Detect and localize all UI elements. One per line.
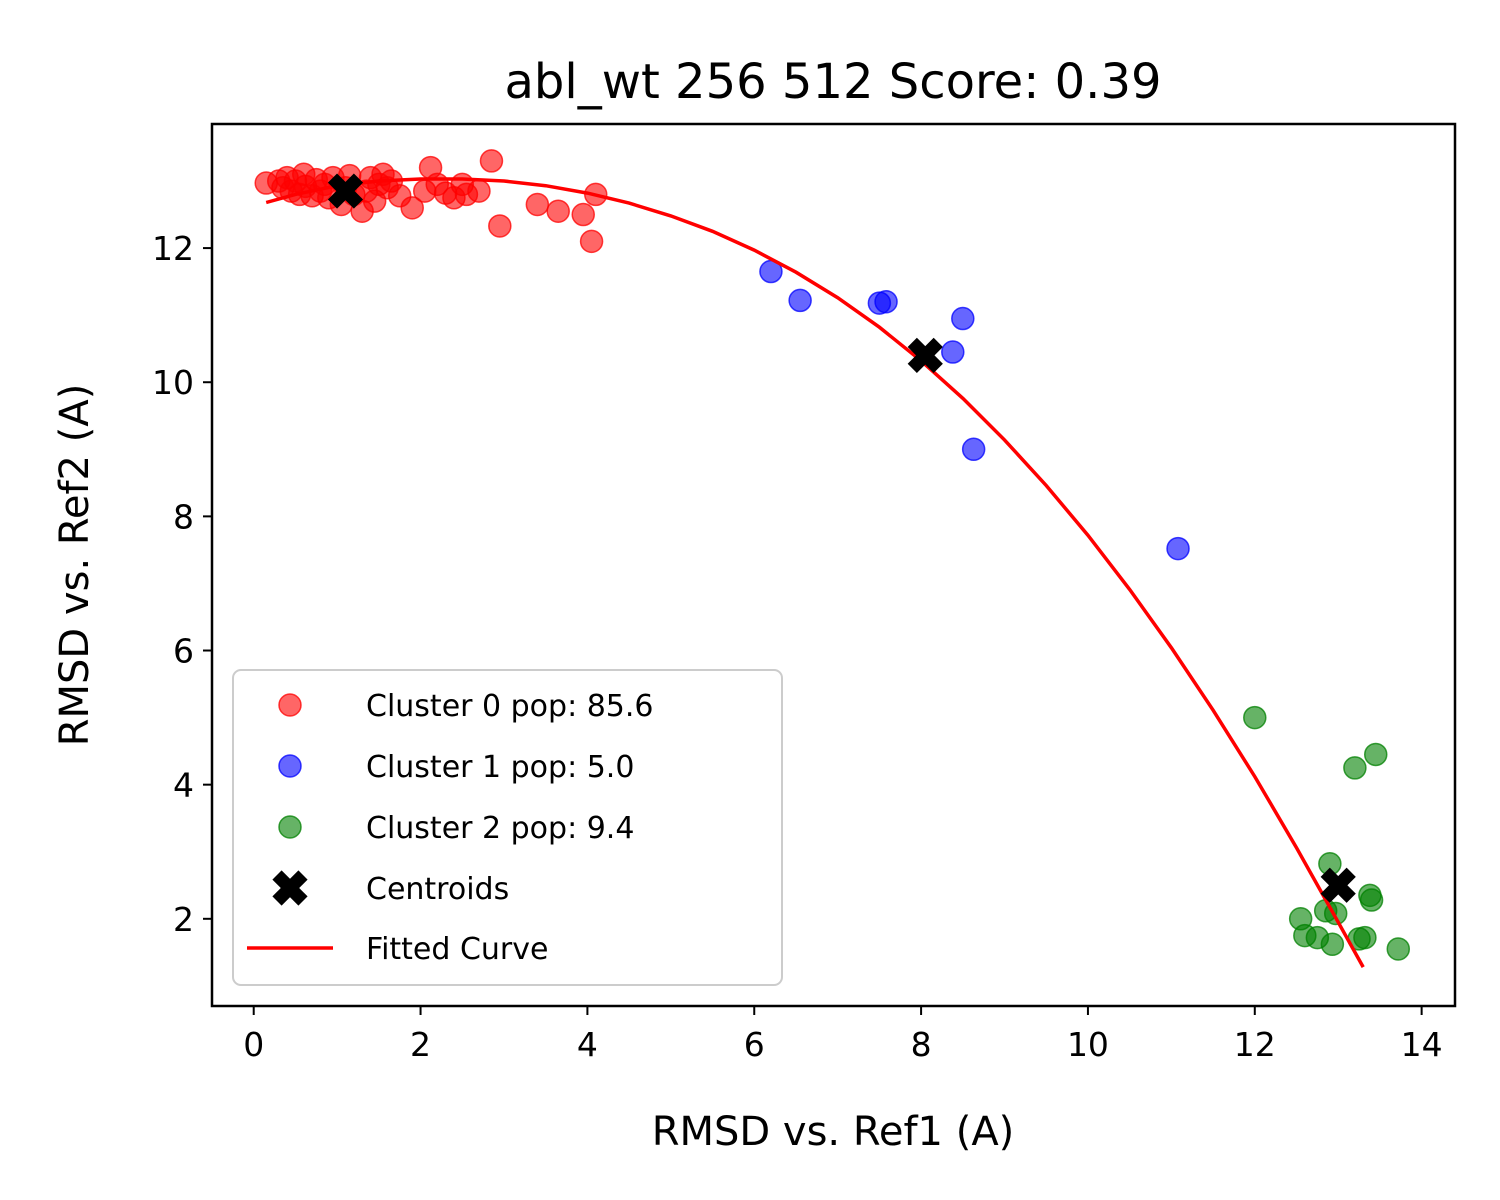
data-point [579,229,604,254]
data-point [1359,888,1384,912]
data-point [1343,756,1367,780]
plot-area [254,149,1411,968]
y-tick-label: 12 [152,229,194,268]
legend-marker-cluster-2 [278,815,302,839]
legend-frame [232,669,783,986]
data-point [467,179,491,203]
legend-label-cluster-2: Cluster 2 pop: 9.4 [366,811,634,846]
x-tick-label: 0 [243,1025,264,1064]
y-tick-label: 2 [173,900,194,939]
x-tick-label: 12 [1234,1025,1276,1064]
data-point [951,306,975,331]
x-tick-label: 14 [1401,1025,1443,1064]
y-axis-label: RMSD vs. Ref2 (A) [52,384,98,747]
data-point [479,149,504,173]
data-point [1166,536,1190,561]
y-tick-label: 10 [152,363,194,402]
centroid-marker [327,173,364,209]
centroid-marker [907,337,943,373]
legend-label-fitted-curve: Fitted Curve [366,932,548,967]
data-point [525,192,550,217]
x-tick-label: 2 [410,1025,431,1064]
data-point [1386,937,1411,961]
data-point [1353,925,1377,950]
fitted-curve-line [265,177,1365,968]
legend-label-centroids: Centroids [366,872,509,907]
axis-ticks: 0 2 4 6 8 10 12 14 2 4 6 8 10 12 [152,229,1443,1064]
data-point [941,340,965,364]
data-point [400,196,424,220]
legend-label-cluster-1: Cluster 1 pop: 5.0 [366,750,634,785]
y-tick-label: 6 [173,632,194,671]
series-cluster-0 [254,149,608,254]
x-tick-label: 4 [577,1025,598,1064]
data-point [546,199,570,223]
series-cluster-1 [759,259,1190,561]
x-tick-label: 6 [744,1025,765,1064]
plot-frame [210,122,1457,1008]
data-point [874,289,898,314]
data-point [788,288,812,313]
legend: Cluster 0 pop: 85.6 Cluster 1 pop: 5.0 Clu… [232,669,783,986]
data-point [1320,932,1345,957]
y-tick-label: 4 [173,766,194,805]
legend-label-cluster-0: Cluster 0 pop: 85.6 [366,689,654,724]
data-point [1363,742,1388,767]
y-tick-label: 8 [173,497,194,536]
legend-marker-cluster-1 [278,754,302,778]
centroid-marker [1320,867,1356,903]
legend-marker-centroids [272,870,308,906]
x-axis-label: RMSD vs. Ref1 (A) [652,1109,1015,1155]
data-point [961,437,986,462]
centroids [327,173,1356,903]
chart-title: abl_wt 256 512 Score: 0.39 [504,54,1161,110]
x-tick-label: 10 [1067,1025,1109,1064]
data-point [1243,705,1267,730]
data-point [488,214,512,238]
legend-marker-cluster-0 [278,693,302,717]
x-tick-label: 8 [911,1025,932,1064]
data-point [571,202,595,227]
